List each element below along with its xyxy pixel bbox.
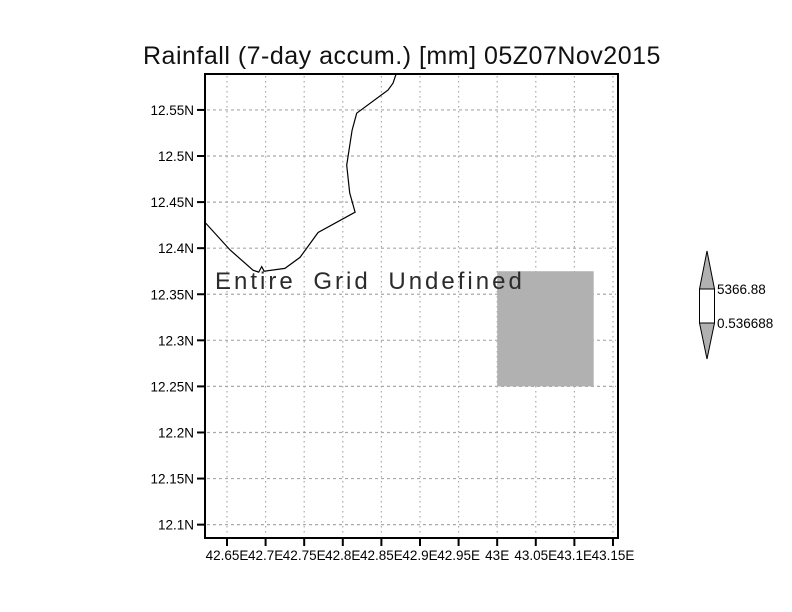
x-tick-label: 42.65E xyxy=(206,548,249,563)
y-tick-label: 12.25N xyxy=(150,379,194,394)
grid-undefined-annotation: Entire Grid Undefined xyxy=(215,268,525,295)
y-tick-label: 12.15N xyxy=(150,472,194,487)
x-tick-label: 42.85E xyxy=(360,548,403,563)
y-tick-label: 12.55N xyxy=(150,103,194,118)
colorbar-middle-box xyxy=(699,288,715,324)
x-tick-label: 42.95E xyxy=(437,548,480,563)
y-tick-label: 12.45N xyxy=(150,195,194,210)
y-tick-label: 12.5N xyxy=(158,149,194,164)
plot-frame xyxy=(204,73,619,539)
plot-title: Rainfall (7-day accum.) [mm] 05Z07Nov201… xyxy=(143,42,661,70)
y-tick-label: 12.35N xyxy=(150,287,194,302)
colorbar-bottom-triangle xyxy=(698,322,716,360)
x-tick-label: 43.1E xyxy=(557,548,592,563)
y-tick-label: 12.2N xyxy=(158,425,194,440)
y-tick-label: 12.4N xyxy=(158,241,194,256)
x-tick-label: 43.15E xyxy=(592,548,635,563)
x-tick-label: 43E xyxy=(485,548,509,563)
colorbar-top-triangle xyxy=(698,250,716,290)
tick-labels-layer: 42.65E 42.7E 42.75E 42.8E 42.85E 42.9E 42.95E 4… xyxy=(150,103,634,563)
colorbar-max-label: 5366.88 xyxy=(717,282,766,297)
coastline-path xyxy=(204,73,397,273)
y-tick-label: 12.3N xyxy=(158,333,194,348)
colorbar: 5366.88 0.536688 xyxy=(698,250,773,360)
x-tick-label: 43.05E xyxy=(514,548,557,563)
x-tick-label: 42.9E xyxy=(402,548,437,563)
colorbar-min-label: 0.536688 xyxy=(717,316,773,331)
tick-marks-layer xyxy=(197,108,614,546)
x-tick-label: 42.75E xyxy=(283,548,326,563)
x-tick-label: 42.8E xyxy=(325,548,360,563)
undefined-region-rect xyxy=(497,271,594,387)
y-tick-label: 12.1N xyxy=(158,518,194,533)
x-tick-label: 42.7E xyxy=(248,548,283,563)
